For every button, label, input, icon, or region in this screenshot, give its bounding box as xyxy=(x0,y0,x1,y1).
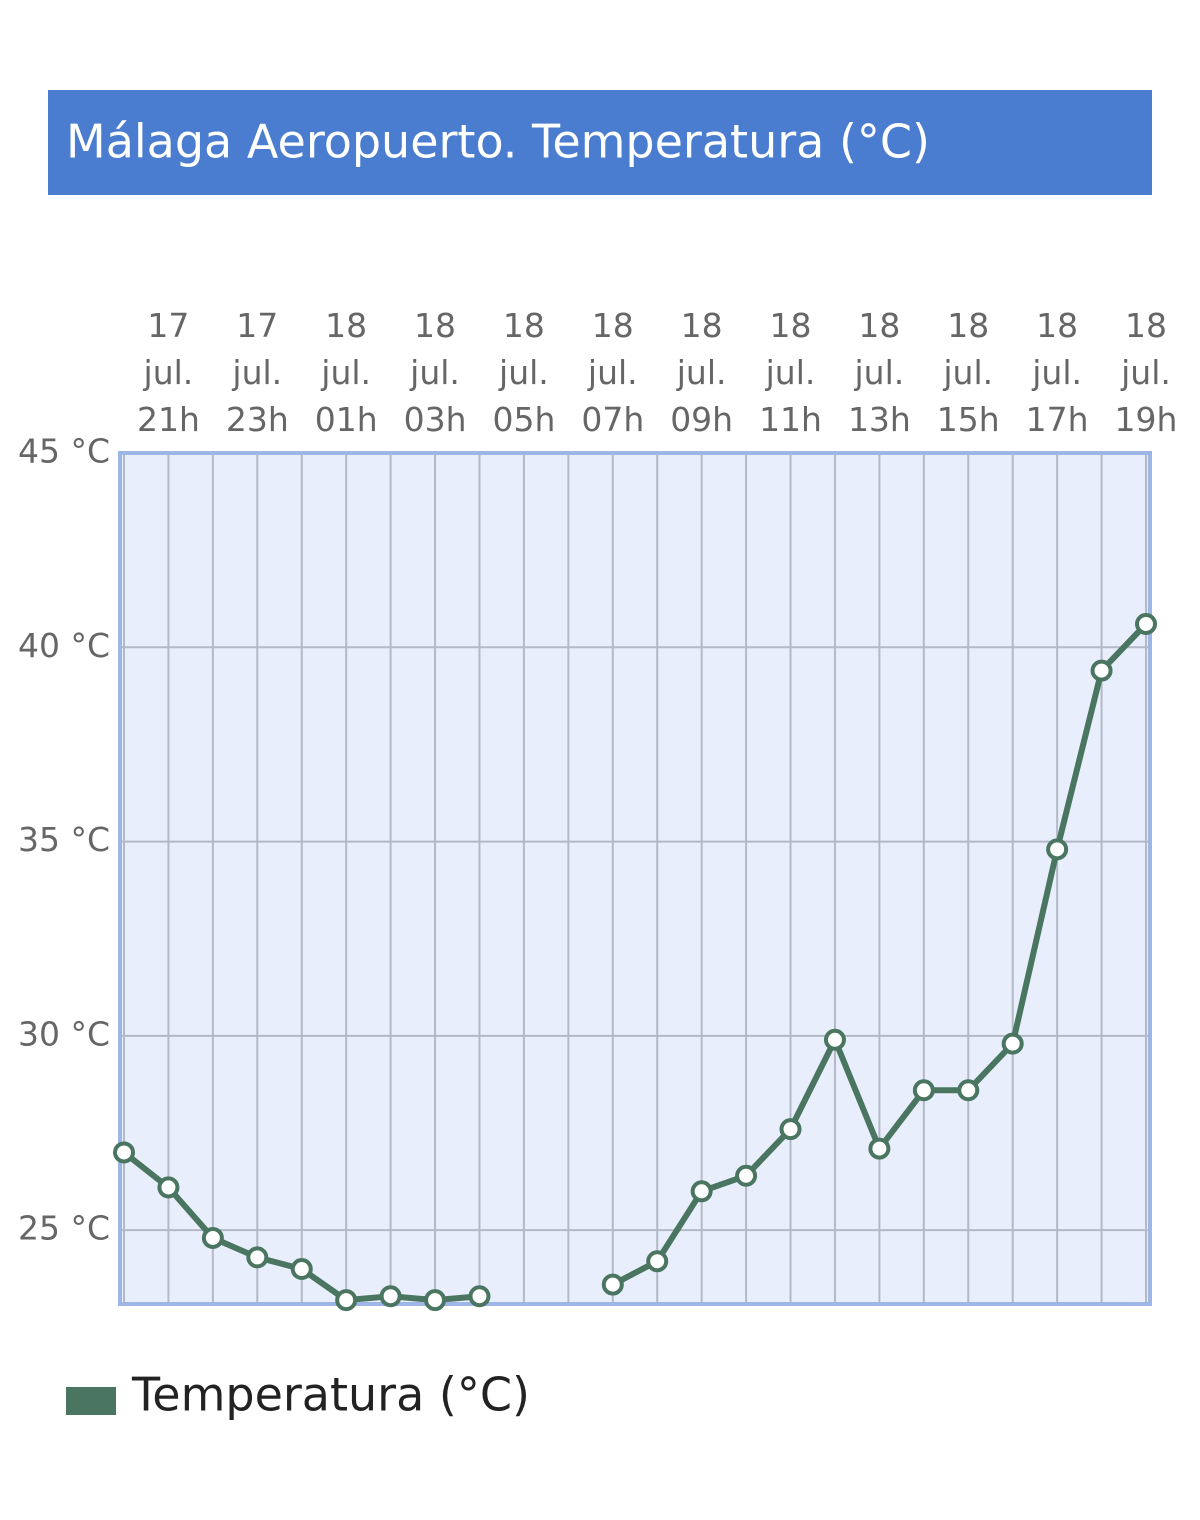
legend-label: Temperatura (°C) xyxy=(131,1368,530,1422)
x-tick-label: 17 jul. 23h xyxy=(225,306,289,439)
title-banner xyxy=(48,90,1152,195)
y-tick-label: 40 °C xyxy=(18,626,110,665)
point xyxy=(201,1226,224,1249)
point xyxy=(868,1137,891,1160)
x-tick-label: 18 jul. 13h xyxy=(847,306,911,439)
point xyxy=(646,1250,669,1273)
point xyxy=(1046,838,1069,861)
x-tick-label: 18 jul. 19h xyxy=(1114,306,1178,439)
point xyxy=(912,1079,935,1102)
chart-title: Málaga Aeropuerto. Temperatura (°C) xyxy=(66,115,930,169)
y-tick-label: 35 °C xyxy=(18,820,110,859)
point xyxy=(779,1118,802,1141)
point xyxy=(113,1141,135,1164)
point xyxy=(335,1289,358,1312)
point xyxy=(1135,612,1157,635)
point xyxy=(823,1028,846,1051)
point xyxy=(1001,1032,1024,1055)
point xyxy=(246,1246,269,1269)
x-tick-label: 18 jul. 05h xyxy=(492,306,556,439)
point xyxy=(735,1164,758,1187)
x-tick-label: 18 jul. 07h xyxy=(581,306,645,439)
x-tick-label: 18 jul. 15h xyxy=(936,306,1000,439)
plot-area xyxy=(120,453,1150,1304)
y-tick-label: 25 °C xyxy=(18,1209,110,1248)
point xyxy=(379,1285,402,1308)
x-tick-label: 18 jul. 11h xyxy=(759,306,822,439)
point xyxy=(1090,659,1113,682)
y-tick-label: 45 °C xyxy=(18,432,110,471)
point xyxy=(157,1176,180,1199)
point xyxy=(290,1258,313,1281)
point xyxy=(468,1285,491,1308)
x-tick-label: 18 jul. 17h xyxy=(1025,306,1089,439)
y-tick-label: 30 °C xyxy=(18,1014,110,1053)
plot-border xyxy=(118,451,1152,1306)
x-tick-label: 18 jul. 03h xyxy=(403,306,467,439)
x-tick-label: 17 jul. 21h xyxy=(136,306,200,439)
point xyxy=(424,1289,447,1312)
x-tick-label: 18 jul. 09h xyxy=(670,306,734,439)
x-tick-label: 18 jul. 01h xyxy=(314,306,378,439)
legend-swatch xyxy=(66,1387,116,1415)
point xyxy=(690,1180,713,1203)
point xyxy=(957,1079,980,1102)
point xyxy=(601,1273,624,1296)
